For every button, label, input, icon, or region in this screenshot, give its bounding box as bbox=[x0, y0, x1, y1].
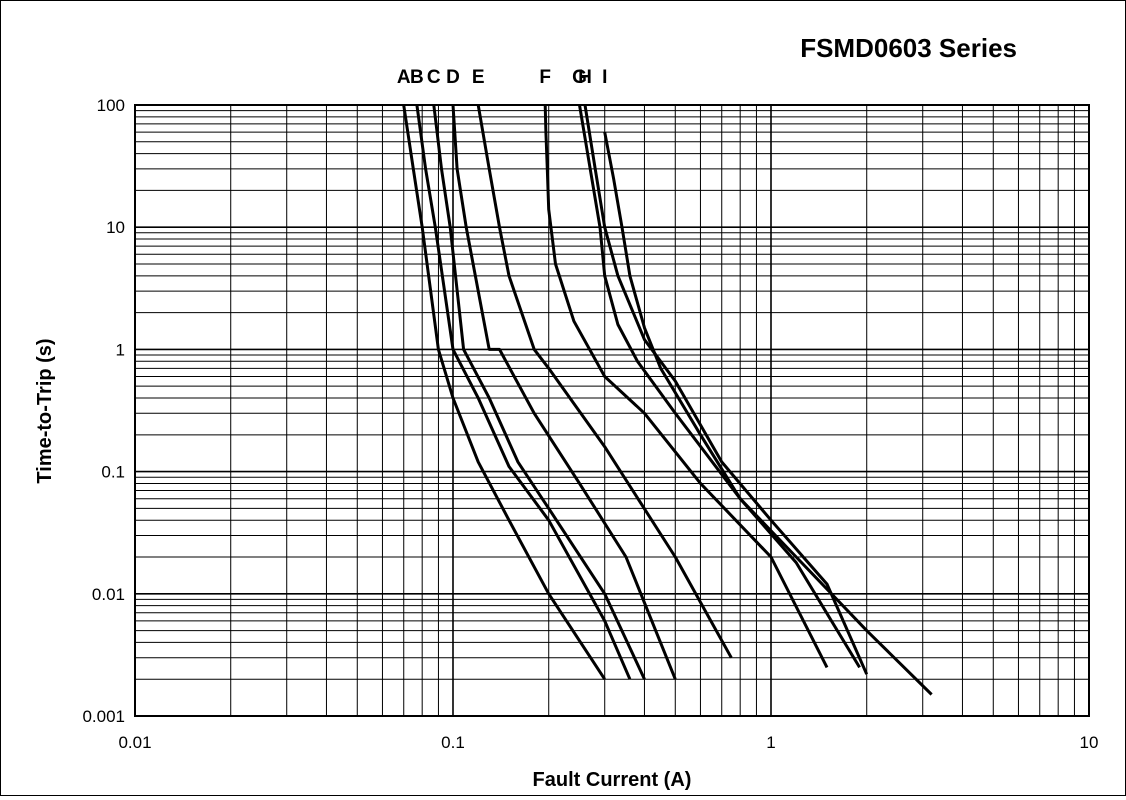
y-tick-label: 1 bbox=[116, 340, 125, 359]
y-tick-label: 10 bbox=[106, 218, 125, 237]
series-label-h: H bbox=[578, 67, 592, 88]
y-tick-label: 0.001 bbox=[82, 707, 125, 726]
series-lines bbox=[402, 104, 933, 696]
y-tick-label: 0.1 bbox=[101, 463, 125, 482]
x-tick-labels: 0.01 0.1 1 10 bbox=[118, 733, 1098, 752]
series-line-f bbox=[543, 104, 829, 669]
major-grid bbox=[135, 105, 1089, 716]
series-line-h bbox=[583, 104, 869, 675]
series-label-i: I bbox=[602, 67, 607, 88]
plot-area-border bbox=[134, 104, 1090, 717]
series-label-c: C bbox=[427, 67, 441, 88]
x-tick-label: 0.01 bbox=[118, 733, 151, 752]
series-label-g: G bbox=[572, 67, 587, 88]
series-line-g bbox=[578, 104, 861, 669]
y-tick-labels: 0.001 0.01 0.1 1 10 100 bbox=[82, 96, 125, 726]
series-label-d: D bbox=[446, 67, 460, 88]
series-label-b: B bbox=[410, 67, 424, 88]
x-axis-label: Fault Current (A) bbox=[533, 769, 692, 791]
y-axis-label: Time-to-Trip (s) bbox=[34, 338, 56, 483]
minor-grid bbox=[135, 105, 1089, 716]
x-tick-label: 1 bbox=[766, 733, 775, 752]
x-tick-label: 0.1 bbox=[441, 733, 465, 752]
y-tick-label: 0.01 bbox=[92, 585, 125, 604]
series-label-f: F bbox=[539, 67, 551, 88]
series-line-c bbox=[432, 104, 646, 680]
series-label-a: A bbox=[397, 67, 411, 88]
series-line-a bbox=[402, 104, 606, 681]
series-label-e: E bbox=[472, 67, 485, 88]
series-labels: A B C D E F GH I bbox=[397, 67, 607, 88]
series-line-d bbox=[451, 104, 677, 680]
chart-title: FSMD0603 Series bbox=[800, 33, 1017, 63]
series-line-e bbox=[476, 104, 733, 659]
series-line-i bbox=[603, 131, 933, 696]
series-line-b bbox=[415, 104, 632, 680]
y-tick-label: 100 bbox=[97, 96, 125, 115]
x-tick-label: 10 bbox=[1080, 733, 1099, 752]
